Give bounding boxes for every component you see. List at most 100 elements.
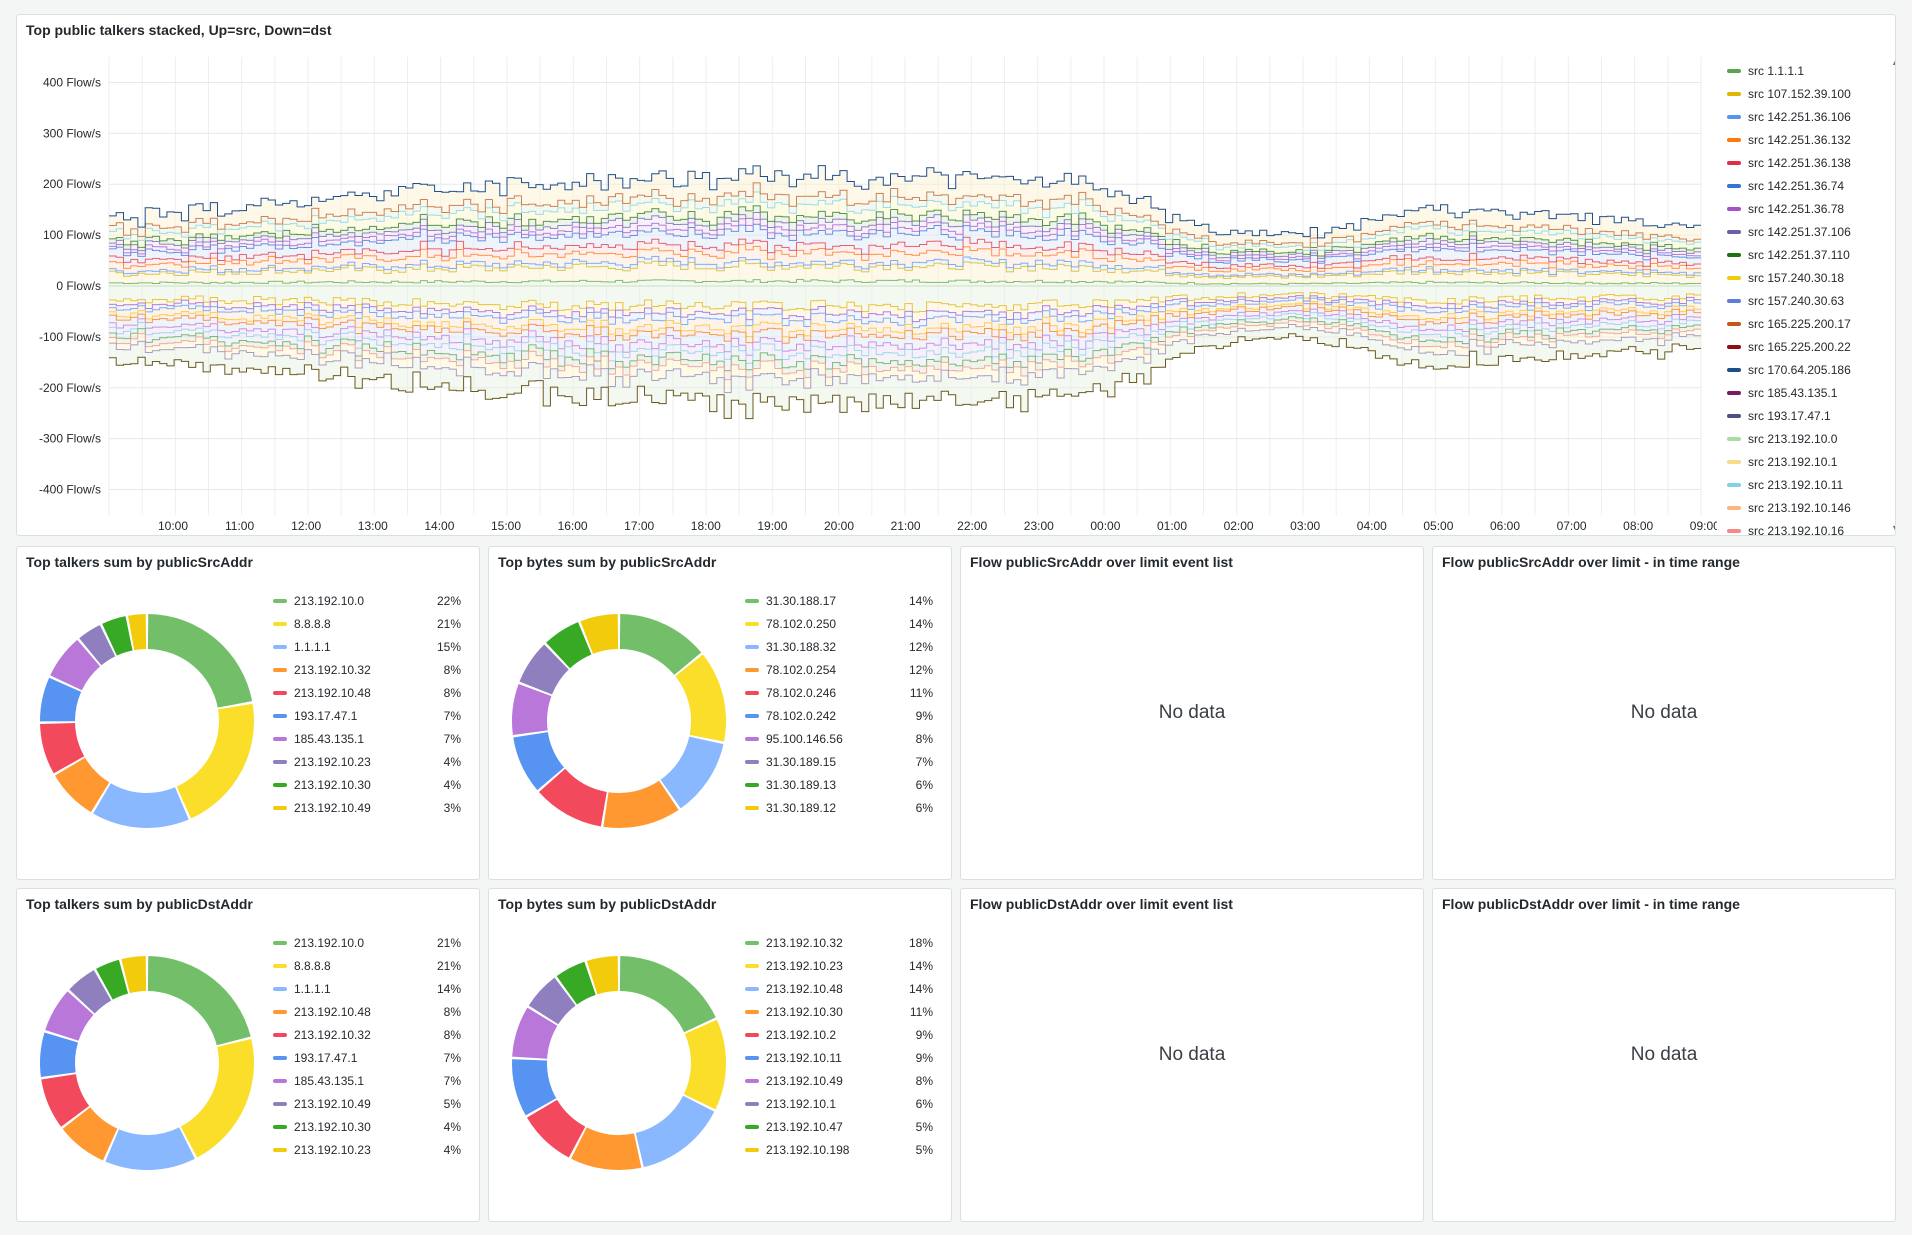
- pie-slice[interactable]: [121, 956, 147, 994]
- legend-item[interactable]: src 142.251.36.74: [1727, 174, 1892, 197]
- pie-slice[interactable]: [45, 991, 94, 1041]
- pie-slice[interactable]: [513, 732, 565, 791]
- legend-item[interactable]: 213.192.10.1 6%: [745, 1092, 933, 1115]
- legend-item[interactable]: src 1.1.1.1: [1727, 59, 1892, 82]
- legend-item[interactable]: 31.30.189.13 6%: [745, 773, 933, 796]
- legend-item[interactable]: 193.17.47.1 7%: [273, 704, 461, 727]
- legend-item[interactable]: 31.30.189.15 7%: [745, 750, 933, 773]
- donut-chart[interactable]: [509, 953, 729, 1173]
- pie-slice[interactable]: [571, 1127, 642, 1171]
- pie-slice[interactable]: [50, 639, 101, 691]
- legend-item[interactable]: 78.102.0.246 11%: [745, 681, 933, 704]
- legend-item[interactable]: 213.192.10.48 8%: [273, 681, 461, 704]
- legend-item[interactable]: src 165.225.200.22: [1727, 335, 1892, 358]
- pie-slice[interactable]: [69, 970, 112, 1014]
- legend-item[interactable]: 213.192.10.32 8%: [273, 658, 461, 681]
- legend-item[interactable]: 78.102.0.242 9%: [745, 704, 933, 727]
- legend-item[interactable]: 213.192.10.2 9%: [745, 1023, 933, 1046]
- pie-slice[interactable]: [128, 614, 147, 651]
- pie-slice[interactable]: [526, 1099, 586, 1158]
- donut-chart[interactable]: [37, 611, 257, 831]
- pie-slice[interactable]: [512, 1007, 558, 1059]
- legend-item[interactable]: src 213.192.10.11: [1727, 473, 1892, 496]
- legend-item[interactable]: 31.30.188.32 12%: [745, 635, 933, 658]
- legend-item[interactable]: 213.192.10.23 14%: [745, 954, 933, 977]
- legend-item[interactable]: 193.17.47.1 7%: [273, 1046, 461, 1069]
- pie-slice[interactable]: [54, 757, 110, 813]
- legend-item[interactable]: 213.192.10.48 8%: [273, 1000, 461, 1023]
- legend-item[interactable]: 213.192.10.23 4%: [273, 1138, 461, 1161]
- legend-item[interactable]: src 142.251.36.138: [1727, 151, 1892, 174]
- legend-item[interactable]: 213.192.10.49 8%: [745, 1069, 933, 1092]
- legend-item[interactable]: src 213.192.10.16: [1727, 519, 1892, 535]
- legend-item[interactable]: src 142.251.36.78: [1727, 197, 1892, 220]
- legend-item[interactable]: 8.8.8.8 21%: [273, 612, 461, 635]
- legend-item[interactable]: src 142.251.36.106: [1727, 105, 1892, 128]
- pie-slice[interactable]: [93, 783, 189, 829]
- pie-slice[interactable]: [79, 624, 116, 666]
- pie-slice[interactable]: [96, 959, 129, 1000]
- legend-item[interactable]: src 157.240.30.18: [1727, 266, 1892, 289]
- legend-item[interactable]: 78.102.0.254 12%: [745, 658, 933, 681]
- pie-slice[interactable]: [40, 723, 85, 774]
- legend-item[interactable]: 185.43.135.1 7%: [273, 727, 461, 750]
- legend-item[interactable]: 1.1.1.1 14%: [273, 977, 461, 1000]
- legend-item[interactable]: 213.192.10.32 18%: [745, 931, 933, 954]
- legend-item[interactable]: 78.102.0.250 14%: [745, 612, 933, 635]
- legend-item[interactable]: 213.192.10.11 9%: [745, 1046, 933, 1069]
- legend-item[interactable]: src 185.43.135.1: [1727, 381, 1892, 404]
- legend-item[interactable]: src 213.192.10.146: [1727, 496, 1892, 519]
- legend-item[interactable]: src 213.192.10.1: [1727, 450, 1892, 473]
- pie-slice[interactable]: [603, 780, 679, 828]
- pie-slice[interactable]: [619, 614, 702, 675]
- pie-slice[interactable]: [39, 1032, 78, 1077]
- pie-slice[interactable]: [635, 1095, 715, 1168]
- pie-slice[interactable]: [147, 614, 253, 708]
- pie-slice[interactable]: [660, 736, 724, 809]
- scroll-down-icon[interactable]: ▼: [1891, 523, 1895, 533]
- legend-item[interactable]: 213.192.10.30 4%: [273, 1115, 461, 1138]
- legend-item[interactable]: 213.192.10.47 5%: [745, 1115, 933, 1138]
- pie-slice[interactable]: [180, 1039, 255, 1158]
- pie-slice[interactable]: [105, 1127, 195, 1171]
- legend-item[interactable]: src 107.152.39.100: [1727, 82, 1892, 105]
- pie-slice[interactable]: [556, 961, 596, 1005]
- legend-item[interactable]: src 142.251.37.110: [1727, 243, 1892, 266]
- pie-slice[interactable]: [580, 614, 619, 654]
- legend-item[interactable]: src 213.192.10.0: [1727, 427, 1892, 450]
- legend-item[interactable]: 1.1.1.1 15%: [273, 635, 461, 658]
- pie-slice[interactable]: [528, 977, 576, 1025]
- legend-item[interactable]: 213.192.10.198 5%: [745, 1138, 933, 1161]
- legend-item[interactable]: 31.30.189.12 6%: [745, 796, 933, 819]
- pie-slice[interactable]: [39, 677, 82, 722]
- legend-item[interactable]: src 142.251.36.132: [1727, 128, 1892, 151]
- legend-item[interactable]: 213.192.10.30 4%: [273, 773, 461, 796]
- legend-item[interactable]: src 142.251.37.106: [1727, 220, 1892, 243]
- legend-item[interactable]: 213.192.10.48 14%: [745, 977, 933, 1000]
- pie-slice[interactable]: [102, 616, 133, 656]
- pie-slice[interactable]: [538, 768, 607, 827]
- legend-item[interactable]: 95.100.146.56 8%: [745, 727, 933, 750]
- pie-slice[interactable]: [62, 1107, 118, 1161]
- pie-slice[interactable]: [683, 1019, 726, 1110]
- pie-slice[interactable]: [675, 654, 727, 742]
- pie-slice[interactable]: [586, 956, 619, 995]
- legend-item[interactable]: 213.192.10.23 4%: [273, 750, 461, 773]
- pie-slice[interactable]: [512, 1059, 557, 1116]
- legend-item[interactable]: 8.8.8.8 21%: [273, 954, 461, 977]
- pie-slice[interactable]: [546, 622, 592, 669]
- legend-item[interactable]: 213.192.10.49 5%: [273, 1092, 461, 1115]
- legend-item[interactable]: 213.192.10.0 22%: [273, 589, 461, 612]
- legend-item[interactable]: 213.192.10.30 11%: [745, 1000, 933, 1023]
- legend-item[interactable]: src 170.64.205.186: [1727, 358, 1892, 381]
- pie-slice[interactable]: [176, 703, 254, 819]
- legend-item[interactable]: 213.192.10.49 3%: [273, 796, 461, 819]
- legend-item[interactable]: src 157.240.30.63: [1727, 289, 1892, 312]
- legend-item[interactable]: 213.192.10.32 8%: [273, 1023, 461, 1046]
- legend-item[interactable]: src 165.225.200.17: [1727, 312, 1892, 335]
- legend-item[interactable]: 31.30.188.17 14%: [745, 589, 933, 612]
- scroll-up-icon[interactable]: ▲: [1891, 57, 1895, 67]
- legend-item[interactable]: src 193.17.47.1: [1727, 404, 1892, 427]
- donut-chart[interactable]: [509, 611, 729, 831]
- pie-slice[interactable]: [619, 956, 716, 1033]
